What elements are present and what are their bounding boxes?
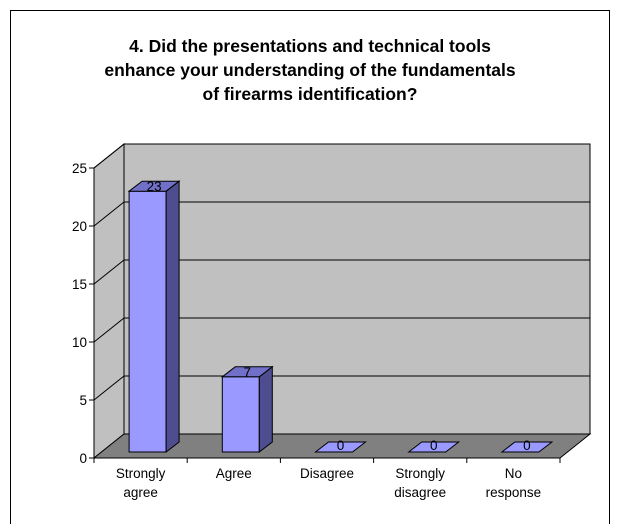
bar [220,365,274,454]
bar-side [165,180,180,454]
y-tick-label: 20 [72,219,87,234]
y-tick-label: 10 [72,335,87,350]
bar-front [128,190,167,453]
data-label: 23 [147,179,162,194]
y-tick-label: 5 [79,393,87,408]
bar [127,180,181,454]
bar-top [407,441,461,453]
bar-side [258,365,273,454]
bar-top [220,366,274,378]
bar-top [500,441,554,453]
side-wall [93,142,125,460]
x-tick-label: Strongly disagree [394,466,446,500]
bar [407,441,461,453]
gridline [93,259,590,285]
y-tick-label: 25 [72,161,87,176]
data-label: 0 [430,438,438,453]
x-tick-label: Agree [216,466,252,481]
x-tick-label: Disagree [300,466,354,481]
chart-title: 4. Did the presentations and technical t… [104,36,516,104]
gridline [93,375,590,401]
data-label: 0 [337,438,345,453]
gridline [93,317,590,343]
data-label: 0 [523,438,531,453]
y-tick-label: 0 [79,451,87,466]
chart-frame [10,10,610,524]
back-wall [123,143,591,435]
data-label: 7 [244,365,252,380]
bar [314,441,367,453]
bar [500,441,554,453]
y-tick-label: 15 [72,277,87,292]
bar-front [221,376,260,453]
gridline [93,143,590,169]
x-tick-label: No response [486,466,542,500]
bar-top [127,180,181,192]
bar-top [314,441,367,453]
x-tick-label: Strongly agree [116,466,166,500]
gridline [93,201,590,227]
